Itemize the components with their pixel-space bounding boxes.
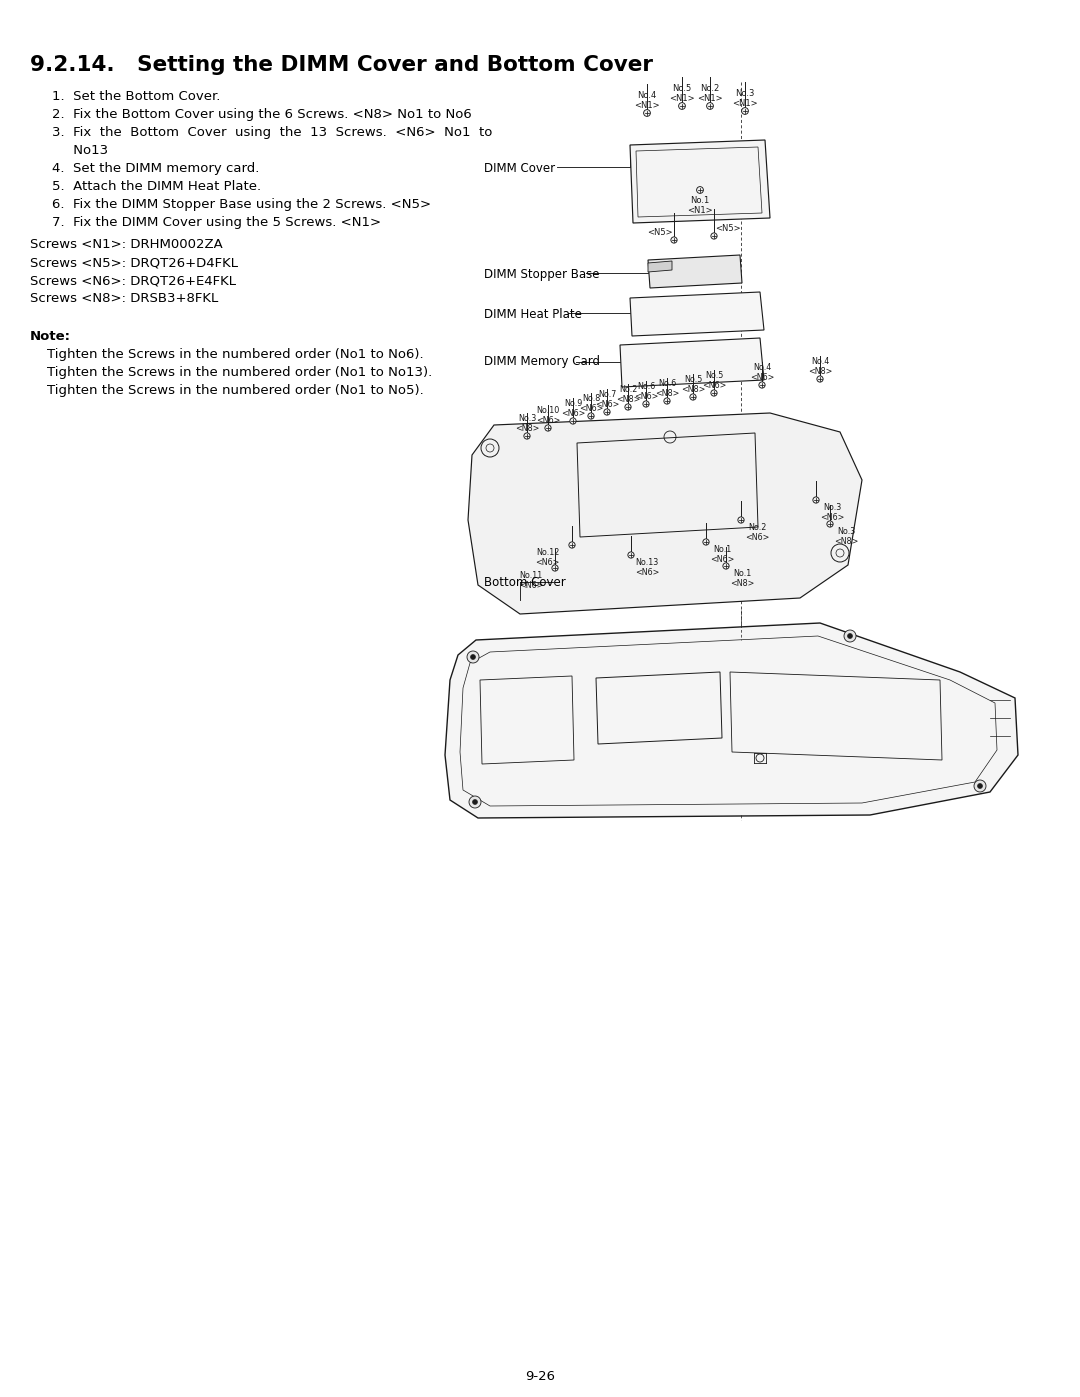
Text: 2.  Fix the Bottom Cover using the 6 Screws. <N8> No1 to No6: 2. Fix the Bottom Cover using the 6 Scre… bbox=[52, 108, 472, 122]
Circle shape bbox=[742, 108, 748, 115]
Polygon shape bbox=[648, 261, 672, 272]
Text: Tighten the Screws in the numbered order (No1 to No6).: Tighten the Screws in the numbered order… bbox=[30, 348, 423, 360]
Text: No.3
<N8>: No.3 <N8> bbox=[515, 414, 539, 433]
Text: Tighten the Screws in the numbered order (No1 to No13).: Tighten the Screws in the numbered order… bbox=[30, 366, 432, 379]
Circle shape bbox=[671, 237, 677, 243]
Text: No.2
<N8>: No.2 <N8> bbox=[616, 384, 640, 404]
Text: Note:: Note: bbox=[30, 330, 71, 344]
Polygon shape bbox=[648, 256, 742, 288]
Text: No.11
<N6>: No.11 <N6> bbox=[518, 571, 543, 591]
Circle shape bbox=[471, 655, 475, 659]
Text: DIMM Stopper Base: DIMM Stopper Base bbox=[484, 268, 599, 281]
Circle shape bbox=[473, 799, 477, 805]
Circle shape bbox=[697, 187, 703, 193]
Circle shape bbox=[678, 102, 686, 109]
Circle shape bbox=[816, 376, 823, 383]
Text: No.3
<N1>: No.3 <N1> bbox=[732, 88, 758, 108]
Polygon shape bbox=[468, 414, 862, 615]
Polygon shape bbox=[630, 292, 764, 337]
Text: <N5>: <N5> bbox=[715, 224, 741, 233]
Circle shape bbox=[625, 404, 631, 411]
Text: No.10
<N6>: No.10 <N6> bbox=[536, 405, 561, 425]
Circle shape bbox=[827, 521, 833, 527]
Circle shape bbox=[759, 381, 765, 388]
Polygon shape bbox=[630, 140, 770, 224]
Text: Screws <N8>: DRSB3+8FKL: Screws <N8>: DRSB3+8FKL bbox=[30, 292, 218, 305]
Circle shape bbox=[467, 651, 480, 664]
Text: DIMM Cover: DIMM Cover bbox=[484, 162, 555, 175]
Circle shape bbox=[524, 433, 530, 439]
Text: No.2
<N1>: No.2 <N1> bbox=[698, 84, 723, 103]
Text: 7.  Fix the DIMM Cover using the 5 Screws. <N1>: 7. Fix the DIMM Cover using the 5 Screws… bbox=[52, 217, 381, 229]
Text: No.9
<N6>: No.9 <N6> bbox=[561, 398, 585, 418]
Text: 5.  Attach the DIMM Heat Plate.: 5. Attach the DIMM Heat Plate. bbox=[52, 180, 261, 193]
Text: DIMM Memory Card: DIMM Memory Card bbox=[484, 355, 600, 367]
Text: 9-26: 9-26 bbox=[525, 1370, 555, 1383]
Text: Bottom Cover: Bottom Cover bbox=[484, 576, 566, 590]
Circle shape bbox=[664, 398, 670, 404]
Text: No.6
<N8>: No.6 <N8> bbox=[654, 379, 679, 398]
Text: No.5
<N6>: No.5 <N6> bbox=[702, 370, 726, 390]
Text: No.7
<N6>: No.7 <N6> bbox=[595, 390, 619, 409]
Circle shape bbox=[843, 630, 856, 643]
Text: 6.  Fix the DIMM Stopper Base using the 2 Screws. <N5>: 6. Fix the DIMM Stopper Base using the 2… bbox=[52, 198, 431, 211]
Text: No.6
<N6>: No.6 <N6> bbox=[634, 381, 658, 401]
Circle shape bbox=[706, 102, 714, 109]
Text: No.12
<N6>: No.12 <N6> bbox=[536, 548, 561, 567]
Circle shape bbox=[552, 564, 558, 571]
Circle shape bbox=[627, 552, 634, 559]
Text: 9.2.14.   Setting the DIMM Cover and Bottom Cover: 9.2.14. Setting the DIMM Cover and Botto… bbox=[30, 54, 653, 75]
Circle shape bbox=[977, 784, 983, 788]
Text: No.5
<N1>: No.5 <N1> bbox=[670, 84, 694, 103]
Circle shape bbox=[703, 539, 710, 545]
Circle shape bbox=[711, 233, 717, 239]
Text: 1.  Set the Bottom Cover.: 1. Set the Bottom Cover. bbox=[52, 89, 220, 103]
Text: No13: No13 bbox=[52, 144, 108, 156]
Circle shape bbox=[545, 425, 551, 432]
Circle shape bbox=[690, 394, 697, 400]
Text: No.8
<N6>: No.8 <N6> bbox=[579, 394, 604, 414]
Text: Screws <N5>: DRQT26+D4FKL: Screws <N5>: DRQT26+D4FKL bbox=[30, 256, 238, 270]
Text: No.2
<N6>: No.2 <N6> bbox=[745, 522, 769, 542]
Circle shape bbox=[588, 414, 594, 419]
Circle shape bbox=[738, 517, 744, 522]
Circle shape bbox=[813, 497, 819, 503]
Text: No.1
<N1>: No.1 <N1> bbox=[687, 196, 713, 215]
Text: No.4
<N1>: No.4 <N1> bbox=[634, 91, 660, 110]
Circle shape bbox=[570, 418, 576, 425]
Circle shape bbox=[848, 633, 852, 638]
Text: Screws <N1>: DRHM0002ZA: Screws <N1>: DRHM0002ZA bbox=[30, 237, 222, 251]
Circle shape bbox=[569, 542, 576, 548]
Text: No.1
<N6>: No.1 <N6> bbox=[710, 545, 734, 564]
Text: No.1
<N8>: No.1 <N8> bbox=[730, 569, 754, 588]
Text: No.4
<N6>: No.4 <N6> bbox=[750, 363, 774, 381]
Text: 3.  Fix  the  Bottom  Cover  using  the  13  Screws.  <N6>  No1  to: 3. Fix the Bottom Cover using the 13 Scr… bbox=[52, 126, 492, 138]
Text: No.4
<N8>: No.4 <N8> bbox=[808, 356, 833, 376]
Circle shape bbox=[644, 109, 650, 116]
Text: DIMM Heat Plate: DIMM Heat Plate bbox=[484, 307, 582, 321]
Text: Screws <N6>: DRQT26+E4FKL: Screws <N6>: DRQT26+E4FKL bbox=[30, 274, 237, 286]
Circle shape bbox=[723, 563, 729, 569]
Text: No.13
<N6>: No.13 <N6> bbox=[635, 557, 660, 577]
Circle shape bbox=[974, 780, 986, 792]
Text: <N5>: <N5> bbox=[647, 228, 673, 237]
Polygon shape bbox=[445, 623, 1018, 819]
Text: No.3
<N8>: No.3 <N8> bbox=[834, 527, 859, 546]
Text: 4.  Set the DIMM memory card.: 4. Set the DIMM memory card. bbox=[52, 162, 259, 175]
Text: No.3
<N6>: No.3 <N6> bbox=[820, 503, 845, 522]
Circle shape bbox=[643, 401, 649, 407]
Circle shape bbox=[469, 796, 481, 807]
Text: Tighten the Screws in the numbered order (No1 to No5).: Tighten the Screws in the numbered order… bbox=[30, 384, 423, 397]
Circle shape bbox=[711, 390, 717, 397]
Polygon shape bbox=[620, 338, 764, 387]
Text: No.5
<N8>: No.5 <N8> bbox=[680, 374, 705, 394]
Circle shape bbox=[604, 409, 610, 415]
